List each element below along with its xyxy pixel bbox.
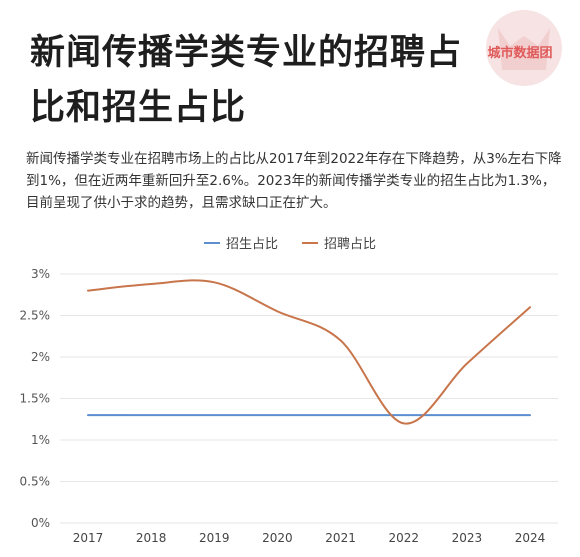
x-tick-label: 2024 xyxy=(515,531,546,545)
y-tick-label: 2.5% xyxy=(20,309,51,323)
legend-label-enroll: 招生占比 xyxy=(225,237,278,252)
x-tick-label: 2018 xyxy=(136,531,167,545)
y-tick-label: 1.5% xyxy=(20,392,51,406)
brand-badge: 城市数据团 xyxy=(472,8,568,94)
x-tick-label: 2019 xyxy=(199,531,230,545)
chart-legend: 招生占比 招聘占比 xyxy=(0,233,580,252)
y-tick-label: 2% xyxy=(31,350,50,364)
series-line-recruit xyxy=(87,279,531,425)
legend-item-recruit: 招聘占比 xyxy=(302,233,376,252)
y-tick-label: 0% xyxy=(31,516,50,530)
legend-label-recruit: 招聘占比 xyxy=(324,237,377,252)
legend-swatch-enroll xyxy=(203,241,220,244)
brand-name: 城市数据团 xyxy=(487,45,553,61)
x-tick-label: 2017 xyxy=(73,531,104,545)
y-tick-label: 3% xyxy=(31,267,50,281)
y-tick-label: 1% xyxy=(31,433,50,447)
description: 新闻传播学类专业在招聘市场上的占比从2017年到2022年存在下降趋势，从3%左… xyxy=(26,151,562,211)
brand-logo-icon xyxy=(486,10,562,86)
card: 新闻传播学类专业的招聘占比和招生占比 城市数据团 新闻传播学类专业在招聘市场上的… xyxy=(8,4,572,553)
legend-item-enroll: 招生占比 xyxy=(203,233,278,252)
y-tick-label: 0.5% xyxy=(20,475,51,489)
x-tick-label: 2022 xyxy=(388,531,419,545)
x-tick-label: 2021 xyxy=(325,531,356,545)
legend-swatch-recruit xyxy=(302,241,318,244)
x-tick-label: 2023 xyxy=(452,531,483,545)
page-title: 新闻传播学类专业的招聘占比和招生占比 xyxy=(30,33,463,128)
x-tick-label: 2020 xyxy=(262,531,293,545)
